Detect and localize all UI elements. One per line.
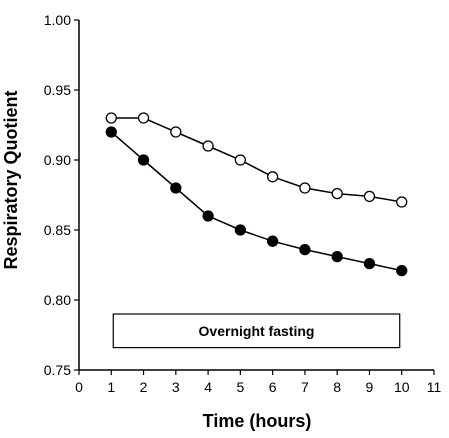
filled-data-point: [266, 235, 279, 247]
open-data-point: [363, 190, 376, 203]
y-tick-label: 0.90: [44, 152, 71, 168]
filled-data-point: [396, 264, 408, 277]
x-tick-label: 7: [301, 379, 309, 395]
open-data-point: [137, 112, 150, 124]
series-2-line: [110, 131, 402, 272]
y-ticks: 0.75 0.80 0.85 0.90 0.95 1.00: [44, 12, 79, 378]
open-data-point: [234, 154, 247, 166]
y-tick-label: 0.75: [44, 362, 71, 378]
series-1-line: [111, 117, 402, 203]
filled-data-point: [202, 210, 214, 222]
open-data-point: [331, 187, 343, 200]
x-tick-label: 3: [172, 379, 180, 395]
filled-data-point: [137, 154, 150, 166]
open-data-point: [396, 196, 408, 208]
x-tick-label: 1: [107, 379, 115, 395]
open-data-point: [202, 140, 214, 152]
overnight-fasting-box: [112, 313, 401, 349]
x-tick-label: 5: [236, 379, 244, 395]
series-1: [105, 112, 408, 208]
filled-data-point: [331, 250, 343, 263]
y-tick-label: 1.00: [44, 12, 71, 28]
y-axis-title: Respiratory Quotient: [1, 90, 21, 269]
x-tick-label: 2: [140, 379, 148, 395]
open-data-point: [105, 112, 117, 124]
filled-data-point: [105, 126, 117, 138]
x-tick-label: 0: [75, 379, 83, 395]
x-ticks: 0 1 2 3 4 5 6 7 8 9 10 11: [75, 370, 441, 395]
y-tick-label: 0.85: [44, 222, 71, 238]
x-tick-label: 8: [333, 379, 341, 395]
annotation-box: Overnight fasting: [112, 313, 401, 349]
open-data-point: [299, 182, 311, 194]
axes: [78, 20, 434, 371]
y-tick-label: 0.95: [44, 82, 71, 98]
x-tick-label: 9: [366, 379, 374, 395]
x-axis-title: Time (hours): [203, 411, 312, 431]
x-tick-label: 11: [427, 379, 442, 395]
x-tick-label: 10: [394, 379, 410, 395]
open-data-point: [170, 126, 182, 138]
filled-data-point: [170, 182, 182, 194]
series-layer: [105, 112, 408, 277]
filled-data-point: [363, 257, 376, 270]
series-2: [105, 126, 408, 277]
filled-data-point: [299, 243, 311, 256]
filled-data-point: [234, 224, 247, 236]
x-tick-label: 4: [204, 379, 212, 395]
y-tick-label: 0.80: [44, 292, 71, 308]
x-tick-label: 6: [269, 379, 277, 395]
overnight-fasting-label: Overnight fasting: [199, 323, 315, 339]
open-data-point: [266, 171, 279, 183]
